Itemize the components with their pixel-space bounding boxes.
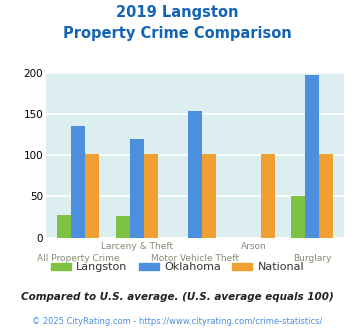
Text: © 2025 CityRating.com - https://www.cityrating.com/crime-statistics/: © 2025 CityRating.com - https://www.city… bbox=[32, 317, 323, 326]
Bar bbox=[188, 111, 202, 238]
Text: Property Crime Comparison: Property Crime Comparison bbox=[63, 26, 292, 41]
Bar bbox=[261, 154, 275, 238]
Bar bbox=[305, 75, 319, 238]
Bar bbox=[144, 154, 158, 238]
Legend: Langston, Oklahoma, National: Langston, Oklahoma, National bbox=[46, 258, 309, 277]
Text: 2019 Langston: 2019 Langston bbox=[116, 5, 239, 20]
Bar bbox=[116, 216, 130, 238]
Bar bbox=[319, 154, 333, 238]
Bar bbox=[291, 196, 305, 238]
Bar bbox=[71, 126, 85, 238]
Bar bbox=[85, 154, 99, 238]
Bar bbox=[57, 215, 71, 238]
Text: Compared to U.S. average. (U.S. average equals 100): Compared to U.S. average. (U.S. average … bbox=[21, 292, 334, 302]
Bar bbox=[130, 139, 144, 238]
Bar bbox=[202, 154, 216, 238]
